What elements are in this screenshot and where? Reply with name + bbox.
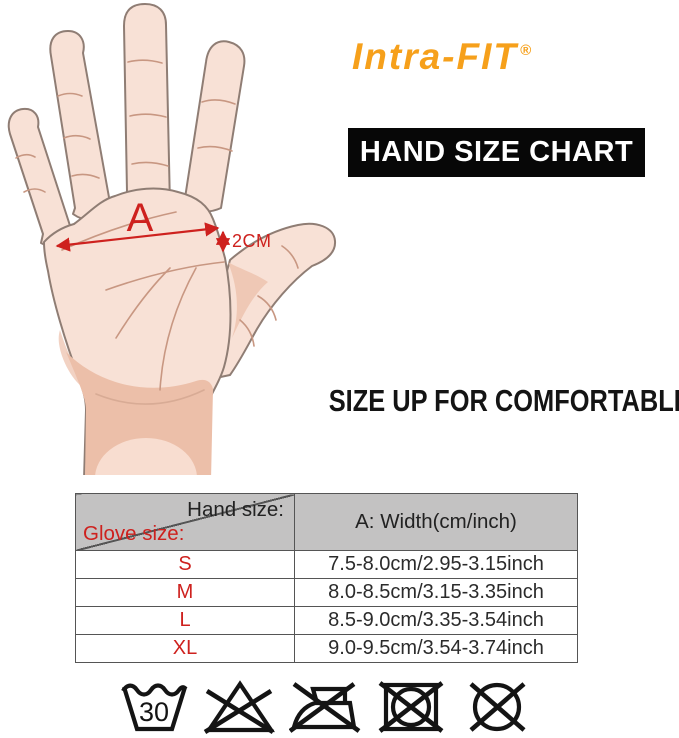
width-cell: 8.5-9.0cm/3.35-3.54inch bbox=[294, 606, 578, 635]
table-row: S 7.5-8.0cm/2.95-3.15inch bbox=[75, 550, 578, 579]
thumb-base-shading bbox=[228, 262, 268, 338]
width-cell: 7.5-8.0cm/2.95-3.15inch bbox=[294, 550, 578, 579]
table-row: L 8.5-9.0cm/3.35-3.54inch bbox=[75, 606, 578, 635]
palm-heel-shading bbox=[58, 330, 104, 398]
width-cell: 8.0-8.5cm/3.15-3.35inch bbox=[294, 578, 578, 607]
do-not-dry-clean-icon bbox=[469, 682, 526, 732]
width-label: A bbox=[127, 196, 154, 240]
measurement-annotations: A 2CM bbox=[55, 196, 272, 253]
size-cell: L bbox=[75, 606, 295, 635]
index-finger bbox=[183, 40, 246, 213]
size-table: Hand size: Glove size: A: Width(cm/inch)… bbox=[75, 493, 578, 663]
care-symbols-row: 30 bbox=[117, 678, 535, 735]
hand-illustration: A 2CM bbox=[7, 3, 337, 475]
wash-30-icon: 30 bbox=[121, 683, 188, 732]
wrist-highlight bbox=[95, 438, 197, 475]
skin-creases bbox=[15, 59, 299, 405]
size-cell: S bbox=[75, 550, 295, 579]
width-column-header: A: Width(cm/inch) bbox=[294, 493, 578, 551]
do-not-bleach-icon bbox=[203, 680, 275, 734]
hand-size-label: Hand size: bbox=[187, 498, 284, 521]
wrist-shading bbox=[66, 352, 213, 475]
glove-size-label: Glove size: bbox=[83, 522, 185, 545]
width-measure-arrow bbox=[55, 222, 220, 252]
middle-finger bbox=[123, 3, 171, 213]
fit-advice-text: SIZE UP FOR COMFORTABLE FIT bbox=[328, 383, 679, 418]
size-cell: M bbox=[75, 578, 295, 607]
table-row: M 8.0-8.5cm/3.15-3.35inch bbox=[75, 578, 578, 607]
table-row: XL 9.0-9.5cm/3.54-3.74inch bbox=[75, 634, 578, 663]
brand-name: Intra-FIT bbox=[352, 36, 518, 77]
thumb bbox=[210, 222, 337, 380]
do-not-iron-icon bbox=[288, 682, 360, 733]
fit-advice: SIZE UP FOR COMFORTABLE FIT bbox=[284, 383, 679, 419]
offset-label: 2CM bbox=[232, 231, 272, 251]
do-not-tumble-dry-icon bbox=[378, 681, 444, 733]
brand-logo: Intra-FIT ® bbox=[352, 36, 531, 78]
corner-header-cell: Hand size: Glove size: bbox=[75, 493, 295, 551]
banner-title: HAND SIZE CHART bbox=[359, 136, 634, 168]
size-cell: XL bbox=[75, 634, 295, 663]
hand-size-chart-banner: HAND SIZE CHART bbox=[348, 128, 645, 177]
width-cell: 9.0-9.5cm/3.54-3.74inch bbox=[294, 634, 578, 663]
registered-trademark-icon: ® bbox=[519, 42, 532, 59]
table-header-row: Hand size: Glove size: A: Width(cm/inch) bbox=[75, 493, 578, 551]
wash-temperature-label: 30 bbox=[139, 697, 169, 727]
